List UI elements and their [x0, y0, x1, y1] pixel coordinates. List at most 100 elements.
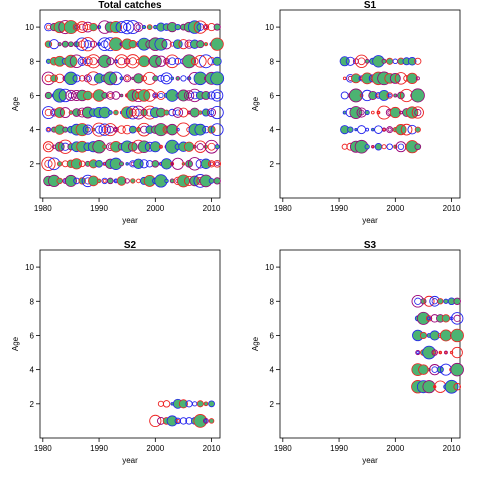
bubble	[114, 127, 118, 132]
bubble	[128, 125, 137, 134]
bubble	[429, 330, 440, 341]
bubble	[202, 23, 210, 31]
bubble	[114, 179, 118, 183]
bubble	[425, 315, 433, 322]
bubble	[395, 141, 407, 153]
x-axis-label: year	[122, 216, 138, 225]
bubble	[46, 127, 51, 132]
y-axis-label: Age	[251, 96, 260, 111]
bubble	[381, 127, 387, 132]
bubble	[213, 91, 221, 99]
y-tick-label: 6	[30, 331, 35, 340]
bubble	[214, 161, 220, 167]
bubble	[422, 345, 436, 360]
bubble	[62, 126, 69, 133]
bubble	[381, 144, 387, 150]
y-tick-label: 10	[25, 23, 34, 32]
bubble	[143, 174, 156, 187]
bubble	[115, 21, 128, 34]
bubble	[438, 350, 443, 355]
bubble	[113, 109, 119, 116]
bubble	[389, 106, 401, 119]
bubble	[64, 54, 78, 68]
bubble	[204, 25, 208, 30]
bubble	[386, 126, 394, 134]
bubble	[113, 126, 119, 133]
bubble	[453, 314, 461, 322]
bubble	[371, 145, 374, 148]
bubble	[41, 106, 55, 119]
bubble	[207, 91, 216, 100]
bubble	[77, 56, 87, 66]
bubble	[85, 75, 91, 81]
bubble	[198, 54, 213, 69]
bubble	[148, 54, 162, 68]
bubble	[406, 72, 418, 84]
bubble	[450, 362, 464, 377]
bubble	[168, 108, 176, 117]
bubble	[102, 144, 108, 150]
bubble	[125, 162, 129, 166]
bubble	[444, 351, 448, 354]
bubble	[79, 58, 85, 64]
bubble	[196, 143, 204, 151]
bubble	[198, 110, 203, 115]
bubble	[431, 298, 438, 305]
bubble	[64, 174, 77, 187]
x-tick-label: 1980	[274, 204, 292, 213]
bubble	[57, 42, 62, 47]
bubble	[386, 143, 393, 150]
bubble	[125, 20, 140, 35]
bubble	[400, 123, 413, 136]
bubble	[152, 75, 159, 82]
y-tick-label: 4	[30, 366, 35, 375]
bubble	[194, 54, 207, 68]
bubble	[127, 141, 138, 152]
y-tick-label: 4	[270, 366, 275, 375]
bubble	[414, 143, 422, 151]
bubble	[449, 350, 454, 355]
bubble	[56, 161, 63, 167]
bubble	[84, 126, 91, 133]
bubble	[143, 89, 156, 102]
x-tick-label: 1990	[90, 444, 108, 453]
bubble	[175, 418, 180, 423]
bubble	[162, 400, 171, 408]
plot-frame	[39, 9, 221, 199]
bubble	[98, 54, 112, 68]
bubble	[103, 71, 118, 86]
bubble	[451, 346, 463, 359]
bubble	[106, 91, 115, 100]
bubble	[213, 177, 221, 185]
bubble	[196, 400, 204, 408]
y-tick-label: 10	[265, 23, 274, 32]
bubble	[61, 40, 69, 48]
bubble	[410, 88, 425, 103]
bubble	[365, 127, 370, 132]
bubble	[126, 89, 139, 102]
bubble	[133, 73, 144, 84]
bubble	[414, 57, 422, 65]
bubble	[208, 418, 215, 424]
bubble	[135, 126, 142, 133]
bubble	[146, 24, 153, 30]
x-tick-label: 2000	[386, 444, 404, 453]
bubble	[177, 89, 190, 102]
bubble	[349, 88, 363, 103]
bubble	[44, 91, 53, 100]
bubble	[168, 57, 177, 66]
bubble	[135, 24, 142, 30]
bubble	[103, 123, 117, 137]
bubble	[175, 76, 181, 81]
bubble	[138, 55, 150, 68]
bubble	[157, 74, 165, 82]
bubble	[210, 37, 224, 51]
bubble	[437, 298, 444, 305]
bubble	[414, 109, 422, 117]
bubble	[163, 109, 170, 116]
y-tick-label: 10	[25, 263, 34, 272]
bubble	[72, 23, 81, 31]
bubble	[74, 24, 79, 30]
bubble	[89, 40, 98, 48]
